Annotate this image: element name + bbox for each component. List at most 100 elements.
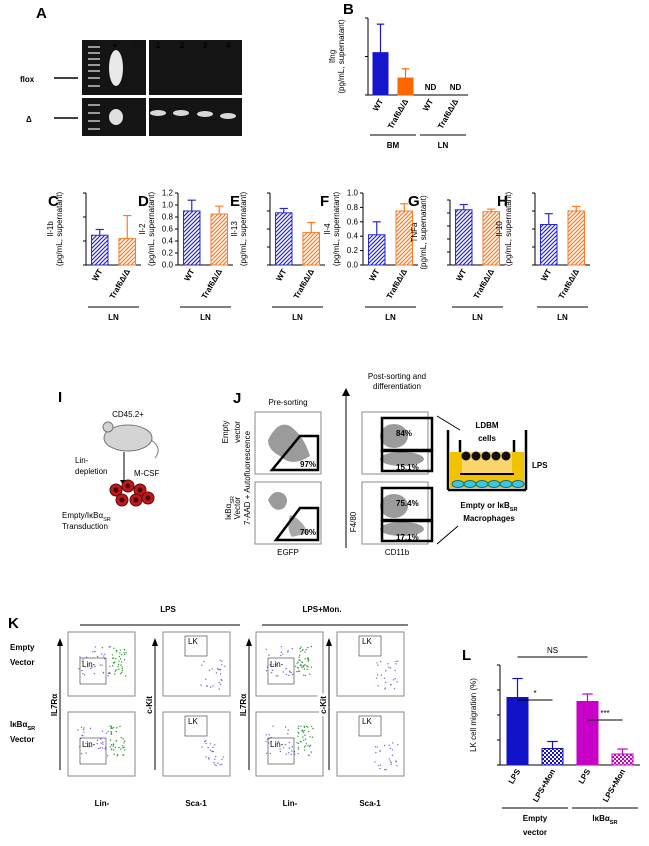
gate-label: Lin- — [270, 740, 284, 749]
group-label-text: IκBα — [592, 814, 609, 823]
event — [384, 768, 386, 771]
event — [306, 668, 308, 671]
event — [389, 760, 392, 762]
gate-label: Lin- — [82, 740, 96, 749]
event — [82, 672, 84, 675]
column-title: differentiation — [373, 382, 421, 391]
y-tick-label: 0.6 — [162, 225, 174, 234]
event — [205, 756, 207, 758]
event — [101, 747, 104, 749]
event — [291, 647, 293, 650]
error-bar — [123, 214, 132, 239]
lane-label: 3 — [203, 41, 208, 50]
event — [94, 665, 96, 668]
event — [209, 686, 212, 688]
y-tick-label: 0.2 — [347, 246, 359, 255]
event — [392, 749, 394, 751]
gate-label: Lin- — [270, 660, 284, 669]
ladder-band — [88, 64, 100, 66]
event — [82, 734, 84, 737]
event — [110, 744, 113, 746]
y-axis-label: (pg/mL, supernatant) — [337, 19, 346, 94]
y-tick-label: 0.0 — [347, 261, 359, 270]
event — [304, 674, 307, 677]
event — [293, 753, 296, 756]
event — [394, 677, 396, 680]
mouse-label: CD45.2+ — [112, 410, 144, 419]
y-tick-label: 1.0 — [162, 201, 174, 210]
ldbm-cell — [461, 451, 471, 461]
event — [201, 664, 203, 666]
axis-label: IL7Rα — [239, 694, 248, 716]
row-label-text: IκBα — [224, 503, 233, 520]
lane-label: - — [135, 41, 138, 50]
event — [380, 674, 383, 676]
event — [124, 649, 126, 651]
bar — [183, 210, 201, 266]
event — [219, 668, 222, 671]
event — [307, 730, 310, 733]
panel-label: E — [230, 193, 240, 210]
x-tick-label: WT — [367, 267, 381, 282]
event — [89, 667, 92, 670]
event — [92, 651, 94, 653]
gate — [79, 657, 107, 685]
gate — [184, 715, 208, 737]
row-label: Vector — [10, 658, 34, 667]
band-label: flox — [20, 75, 35, 84]
event — [113, 647, 115, 649]
event — [387, 663, 389, 665]
event — [285, 673, 288, 676]
event — [305, 725, 308, 728]
cell-nucleus — [113, 487, 119, 493]
y-axis-label: (pg/mL, supernatant) — [147, 192, 156, 267]
cell-cloud — [380, 494, 408, 518]
event — [374, 746, 377, 748]
event — [312, 727, 314, 730]
event — [85, 752, 87, 754]
event — [280, 654, 282, 657]
step-label: Lin- — [75, 456, 89, 465]
event — [291, 750, 293, 752]
x-tick-label: WT — [539, 267, 553, 282]
group-label: LN — [108, 313, 119, 322]
event — [205, 678, 207, 680]
bar — [368, 234, 386, 266]
event — [110, 725, 113, 727]
event — [123, 659, 126, 661]
event — [221, 660, 223, 663]
event — [284, 743, 287, 746]
event — [111, 657, 114, 659]
event — [112, 745, 114, 747]
event — [214, 744, 216, 746]
gel-divider — [146, 40, 149, 136]
event — [115, 730, 118, 733]
event — [124, 740, 126, 742]
event — [117, 754, 119, 756]
event — [309, 736, 311, 738]
event — [216, 667, 219, 670]
step-label: M-CSF — [134, 469, 159, 478]
event — [392, 679, 395, 681]
cell-nucleus — [145, 495, 151, 501]
x-tick-label: WT — [274, 267, 288, 282]
row-label-text: IκBα — [10, 720, 27, 729]
arrow-head — [57, 638, 63, 646]
macrophage — [451, 480, 465, 488]
ladder-band — [88, 85, 100, 87]
y-axis-label: (pg/mL, supernatant) — [419, 195, 428, 270]
y-tick-label: 0.4 — [347, 232, 359, 241]
event — [204, 740, 207, 742]
event — [113, 753, 115, 755]
event — [120, 736, 122, 739]
error-bar — [572, 205, 581, 211]
event — [379, 750, 381, 752]
arrow-head — [326, 638, 332, 646]
axis-label: IL7Rα — [50, 694, 59, 716]
x-tick-label: Traf6Δ/Δ — [108, 267, 132, 300]
event — [277, 740, 279, 743]
event — [300, 646, 302, 648]
event — [219, 659, 221, 662]
step-label-sub: SR — [103, 517, 111, 523]
event — [306, 665, 308, 667]
